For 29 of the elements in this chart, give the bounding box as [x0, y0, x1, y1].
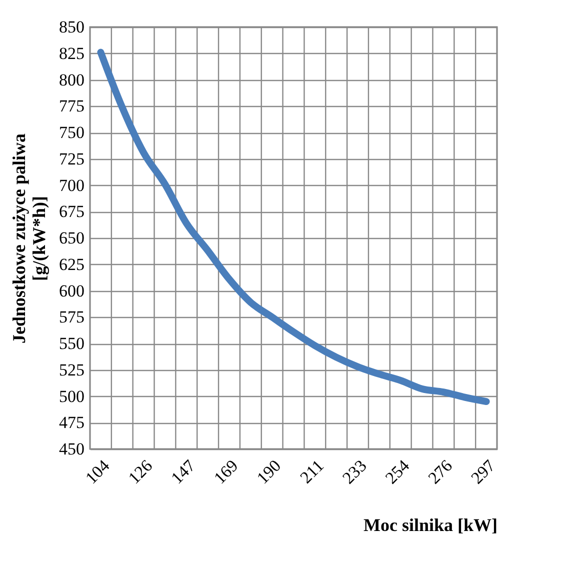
x-axis-title: Moc silnika [kW]	[363, 514, 498, 535]
x-tick-label: 190	[253, 456, 285, 488]
y-tick-label: 700	[59, 176, 84, 195]
y-tick-label: 500	[59, 386, 84, 406]
y-axis-title: Jednostkowe zużyce paliwa [g/(kW*h)]	[9, 134, 49, 344]
x-tick-label: 211	[296, 456, 328, 488]
y-tick-label: 475	[59, 413, 84, 432]
y-tick-label: 625	[59, 254, 84, 274]
y-tick-label: 750	[59, 123, 84, 142]
y-tick-label: 800	[59, 70, 84, 90]
x-tick-label: 104	[82, 456, 114, 488]
y-tick-label: 600	[59, 281, 84, 300]
x-tick-label: 297	[467, 456, 500, 488]
x-tick-label: 254	[382, 456, 414, 488]
x-tick-label: 147	[167, 456, 200, 488]
y-tick-label: 575	[59, 308, 84, 327]
y-tick-label: 725	[59, 149, 84, 168]
y-tick-label: 675	[59, 202, 84, 222]
x-tick-label: 126	[124, 456, 156, 488]
y-tick-label: 525	[59, 360, 84, 380]
y-tick-label: 825	[59, 44, 84, 63]
y-tick-label: 450	[59, 440, 84, 458]
y-tick-label: 650	[59, 228, 84, 248]
x-tick-label: 276	[424, 456, 456, 488]
y-tick-label: 775	[59, 96, 84, 116]
y-tick-label: 550	[59, 334, 84, 353]
x-tick-label: 169	[210, 456, 242, 488]
x-tick-label: 233	[338, 456, 370, 488]
y-tick-label: 850	[59, 18, 84, 36]
